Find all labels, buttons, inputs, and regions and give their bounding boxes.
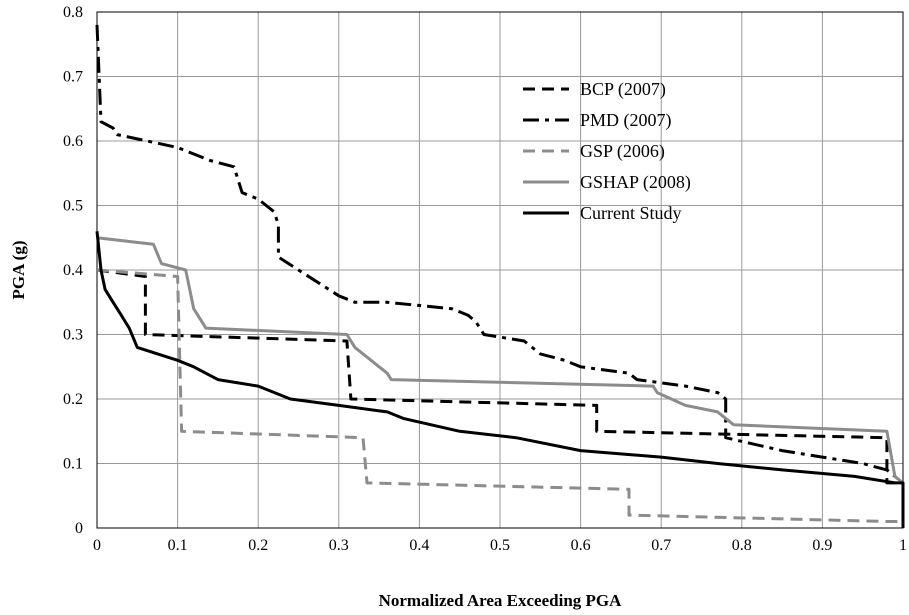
y-tick-label: 0.5: [63, 198, 83, 215]
y-tick-label: 0.8: [63, 4, 83, 21]
legend-label-gsp-2006: GSP (2006): [580, 141, 665, 162]
x-tick-label: 0.6: [571, 537, 591, 554]
series-line-current-study: [95, 231, 905, 528]
x-tick-label: 0: [93, 537, 101, 554]
y-tick-label: 0.7: [63, 69, 83, 86]
y-tick-label: 0.6: [63, 133, 83, 150]
y-tick-label: 0.3: [63, 327, 83, 344]
series-lines: [95, 24, 905, 528]
x-tick-label: 0.1: [168, 537, 188, 554]
y-axis-ticks: 0 0.1 0.2 0.3 0.4 0.5 0.6 0.7 0.8: [63, 4, 83, 537]
y-tick-label: 0.1: [63, 456, 83, 473]
x-tick-label: 0.2: [248, 537, 268, 554]
y-tick-label: 0: [75, 520, 83, 537]
x-tick-label: 0.5: [490, 537, 510, 554]
legend-label-pmd-2007: PMD (2007): [580, 110, 672, 131]
x-tick-label: 0.9: [812, 537, 832, 554]
legend-label-bcp-2007: BCP (2007): [580, 79, 666, 100]
y-tick-label: 0.4: [63, 262, 83, 279]
x-axis-ticks: 0 0.1 0.2 0.3 0.4 0.5 0.6 0.7 0.8 0.9 1: [93, 537, 907, 554]
series-line-gshap-2008: [96, 236, 904, 485]
x-tick-label: 0.8: [732, 537, 752, 554]
legend-label-gshap-2008: GSHAP (2008): [580, 172, 691, 193]
series-line-pmd-2007: [95, 24, 904, 485]
x-axis-title: Normalized Area Exceeding PGA: [379, 591, 623, 610]
x-tick-label: 1: [899, 537, 907, 554]
x-tick-label: 0.4: [409, 537, 429, 554]
series-line-bcp-2007: [96, 268, 903, 485]
y-axis-title: PGA (g): [9, 240, 28, 299]
legend-label-current-study: Current Study: [580, 203, 682, 223]
x-tick-label: 0.7: [651, 537, 671, 554]
y-tick-label: 0.2: [63, 391, 83, 408]
legend: BCP (2007) PMD (2007) GSP (2006) GSHAP (200…: [523, 79, 691, 223]
series-line-gsp-2006: [96, 268, 903, 523]
x-tick-label: 0.3: [329, 537, 349, 554]
